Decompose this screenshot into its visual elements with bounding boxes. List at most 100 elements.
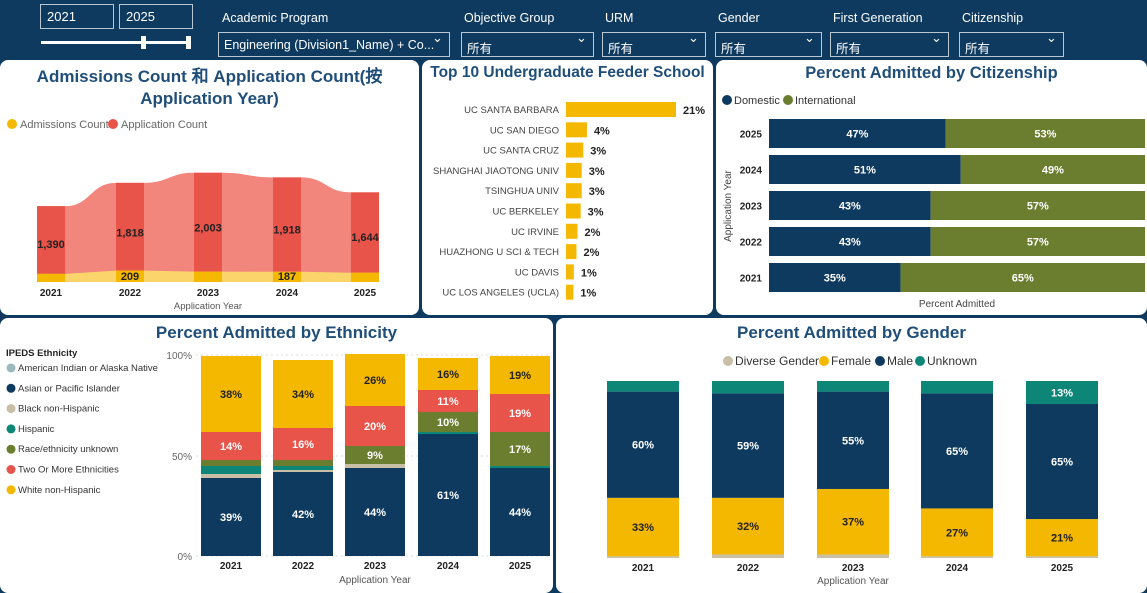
filter-bar: 2021 2025 Academic Program Engineering (…: [0, 0, 1147, 58]
feeder-value-label: 3%: [589, 186, 605, 198]
gender-title: Percent Admitted by Gender: [737, 323, 966, 342]
year-slider-handle-to[interactable]: [186, 36, 191, 49]
ethnicity-value-label: 34%: [292, 389, 314, 401]
admissions-value-label: 187: [278, 271, 296, 283]
application-bar-2022: [116, 182, 144, 282]
application-bar-2021: [37, 206, 65, 282]
ethnicity-segment: [273, 470, 333, 472]
feeder-bar: [566, 284, 574, 300]
gender-segment: [1026, 556, 1098, 558]
legend-label: Female: [831, 354, 871, 368]
y-tick-label: 2024: [740, 166, 763, 177]
gender-panel: Percent Admitted by Gender Diverse Gende…: [556, 318, 1147, 593]
feeder-bar: [566, 162, 582, 178]
admissions-bar-2023: [194, 271, 222, 282]
citizenship-select[interactable]: 所有: [959, 32, 1064, 57]
ethnicity-segment: [345, 354, 405, 406]
first-generation-select[interactable]: 所有: [830, 32, 949, 57]
year-to-input[interactable]: 2025: [119, 4, 193, 29]
feeder-bar: [566, 264, 574, 280]
ethnicity-segment: [418, 358, 478, 390]
x-tick-label: 2024: [276, 288, 299, 299]
gender-value-label: 65%: [1051, 457, 1073, 469]
feeder-bar: [566, 142, 584, 158]
admissions-bar-2021: [37, 273, 65, 282]
ethnicity-value-label: 38%: [220, 389, 242, 401]
ethnicity-segment: [201, 474, 261, 478]
objective-group-select[interactable]: 所有: [461, 32, 594, 57]
ethnicity-value-label: 19%: [509, 408, 531, 420]
legend-label: Unknown: [927, 354, 977, 368]
gender-value-label: 65%: [946, 446, 968, 458]
ethnicity-segment: [273, 472, 333, 556]
gender-segment: [607, 391, 679, 498]
feeder-bar: [566, 244, 577, 260]
feeder-bar: [566, 102, 676, 117]
x-tick-label: 2023: [197, 288, 220, 299]
gender-segment: [921, 556, 993, 558]
gender-segment: [607, 497, 679, 557]
feeder-value-label: 3%: [588, 207, 604, 219]
ethnicity-segment: [201, 356, 261, 432]
chevron-down-icon: ⌄: [576, 30, 587, 45]
ethnicity-value-label: 10%: [437, 417, 459, 429]
feeder-title: Top 10 Undergraduate Feeder School: [430, 64, 705, 81]
legend-swatch: [819, 356, 829, 366]
ethnicity-value-label: 16%: [292, 439, 314, 451]
gender-value-label: 33%: [632, 522, 654, 534]
legend-application-swatch: [108, 119, 118, 129]
gender-select[interactable]: 所有: [715, 32, 822, 57]
year-range-slider[interactable]: [41, 41, 190, 44]
international-bar: [930, 191, 1145, 220]
feeder-school-label: UC BERKELEY: [492, 207, 559, 218]
ethnicity-segment: [273, 428, 333, 460]
ethnicity-value-label: 42%: [292, 509, 314, 521]
ethnicity-value-label: 16%: [437, 369, 459, 381]
x-axis-title: Application Year: [817, 576, 889, 587]
gender-segment: [712, 381, 784, 394]
ethnicity-chart: IPEDS Ethnicity American Indian or Alaska…: [6, 348, 550, 586]
chevron-down-icon: ⌄: [931, 30, 942, 45]
legend-label: American Indian or Alaska Native: [18, 363, 158, 374]
y-tick-label: 50%: [172, 452, 192, 463]
feeder-school-label: UC IRVINE: [511, 227, 559, 238]
gender-segment: [607, 556, 679, 558]
x-tick-label: 2024: [437, 561, 460, 572]
gender-segment: [817, 488, 889, 555]
domestic-value-label: 51%: [854, 165, 876, 177]
x-tick-label: 2024: [946, 563, 969, 574]
x-tick-label: 2025: [509, 561, 532, 572]
legend-title: IPEDS Ethnicity: [6, 348, 78, 359]
legend-international-label: International: [795, 95, 856, 107]
year-slider-handle-from[interactable]: [141, 36, 146, 49]
feeder-value-label: 21%: [683, 105, 705, 117]
legend-label: Two Or More Ethnicities: [18, 465, 119, 476]
citizenship-title: Percent Admitted by Citizenship: [805, 64, 1058, 82]
legend-application-label: Application Count: [121, 119, 207, 131]
x-tick-label: 2021: [220, 561, 243, 572]
ethnicity-segment: [201, 478, 261, 556]
academic-program-select[interactable]: Engineering (Division1_Name) + Co...: [218, 32, 450, 57]
international-bar: [930, 227, 1145, 256]
ethnicity-value-label: 19%: [509, 370, 531, 382]
legend-swatch: [875, 356, 885, 366]
ethnicity-segment: [201, 460, 261, 466]
ethnicity-segment: [490, 432, 550, 466]
x-tick-label: 2021: [40, 288, 63, 299]
legend-label: Asian or Pacific Islander: [18, 383, 120, 394]
ethnicity-segment: [418, 434, 478, 556]
urm-select[interactable]: 所有: [602, 32, 706, 57]
legend-swatch: [6, 383, 16, 393]
ethnicity-title: Percent Admitted by Ethnicity: [155, 323, 398, 342]
application-value-label: 1,918: [273, 225, 301, 237]
legend-swatch: [6, 444, 16, 454]
first-generation-label: First Generation: [833, 11, 923, 25]
year-from-input[interactable]: 2021: [40, 4, 114, 29]
gender-value-label: 27%: [946, 527, 968, 539]
gender-segment: [1026, 381, 1098, 405]
domestic-value-label: 43%: [839, 201, 861, 213]
ethnicity-segment: [490, 466, 550, 468]
gender-value-label: 37%: [842, 517, 864, 529]
legend-admissions-swatch: [7, 119, 17, 129]
x-tick-label: 2025: [354, 288, 377, 299]
